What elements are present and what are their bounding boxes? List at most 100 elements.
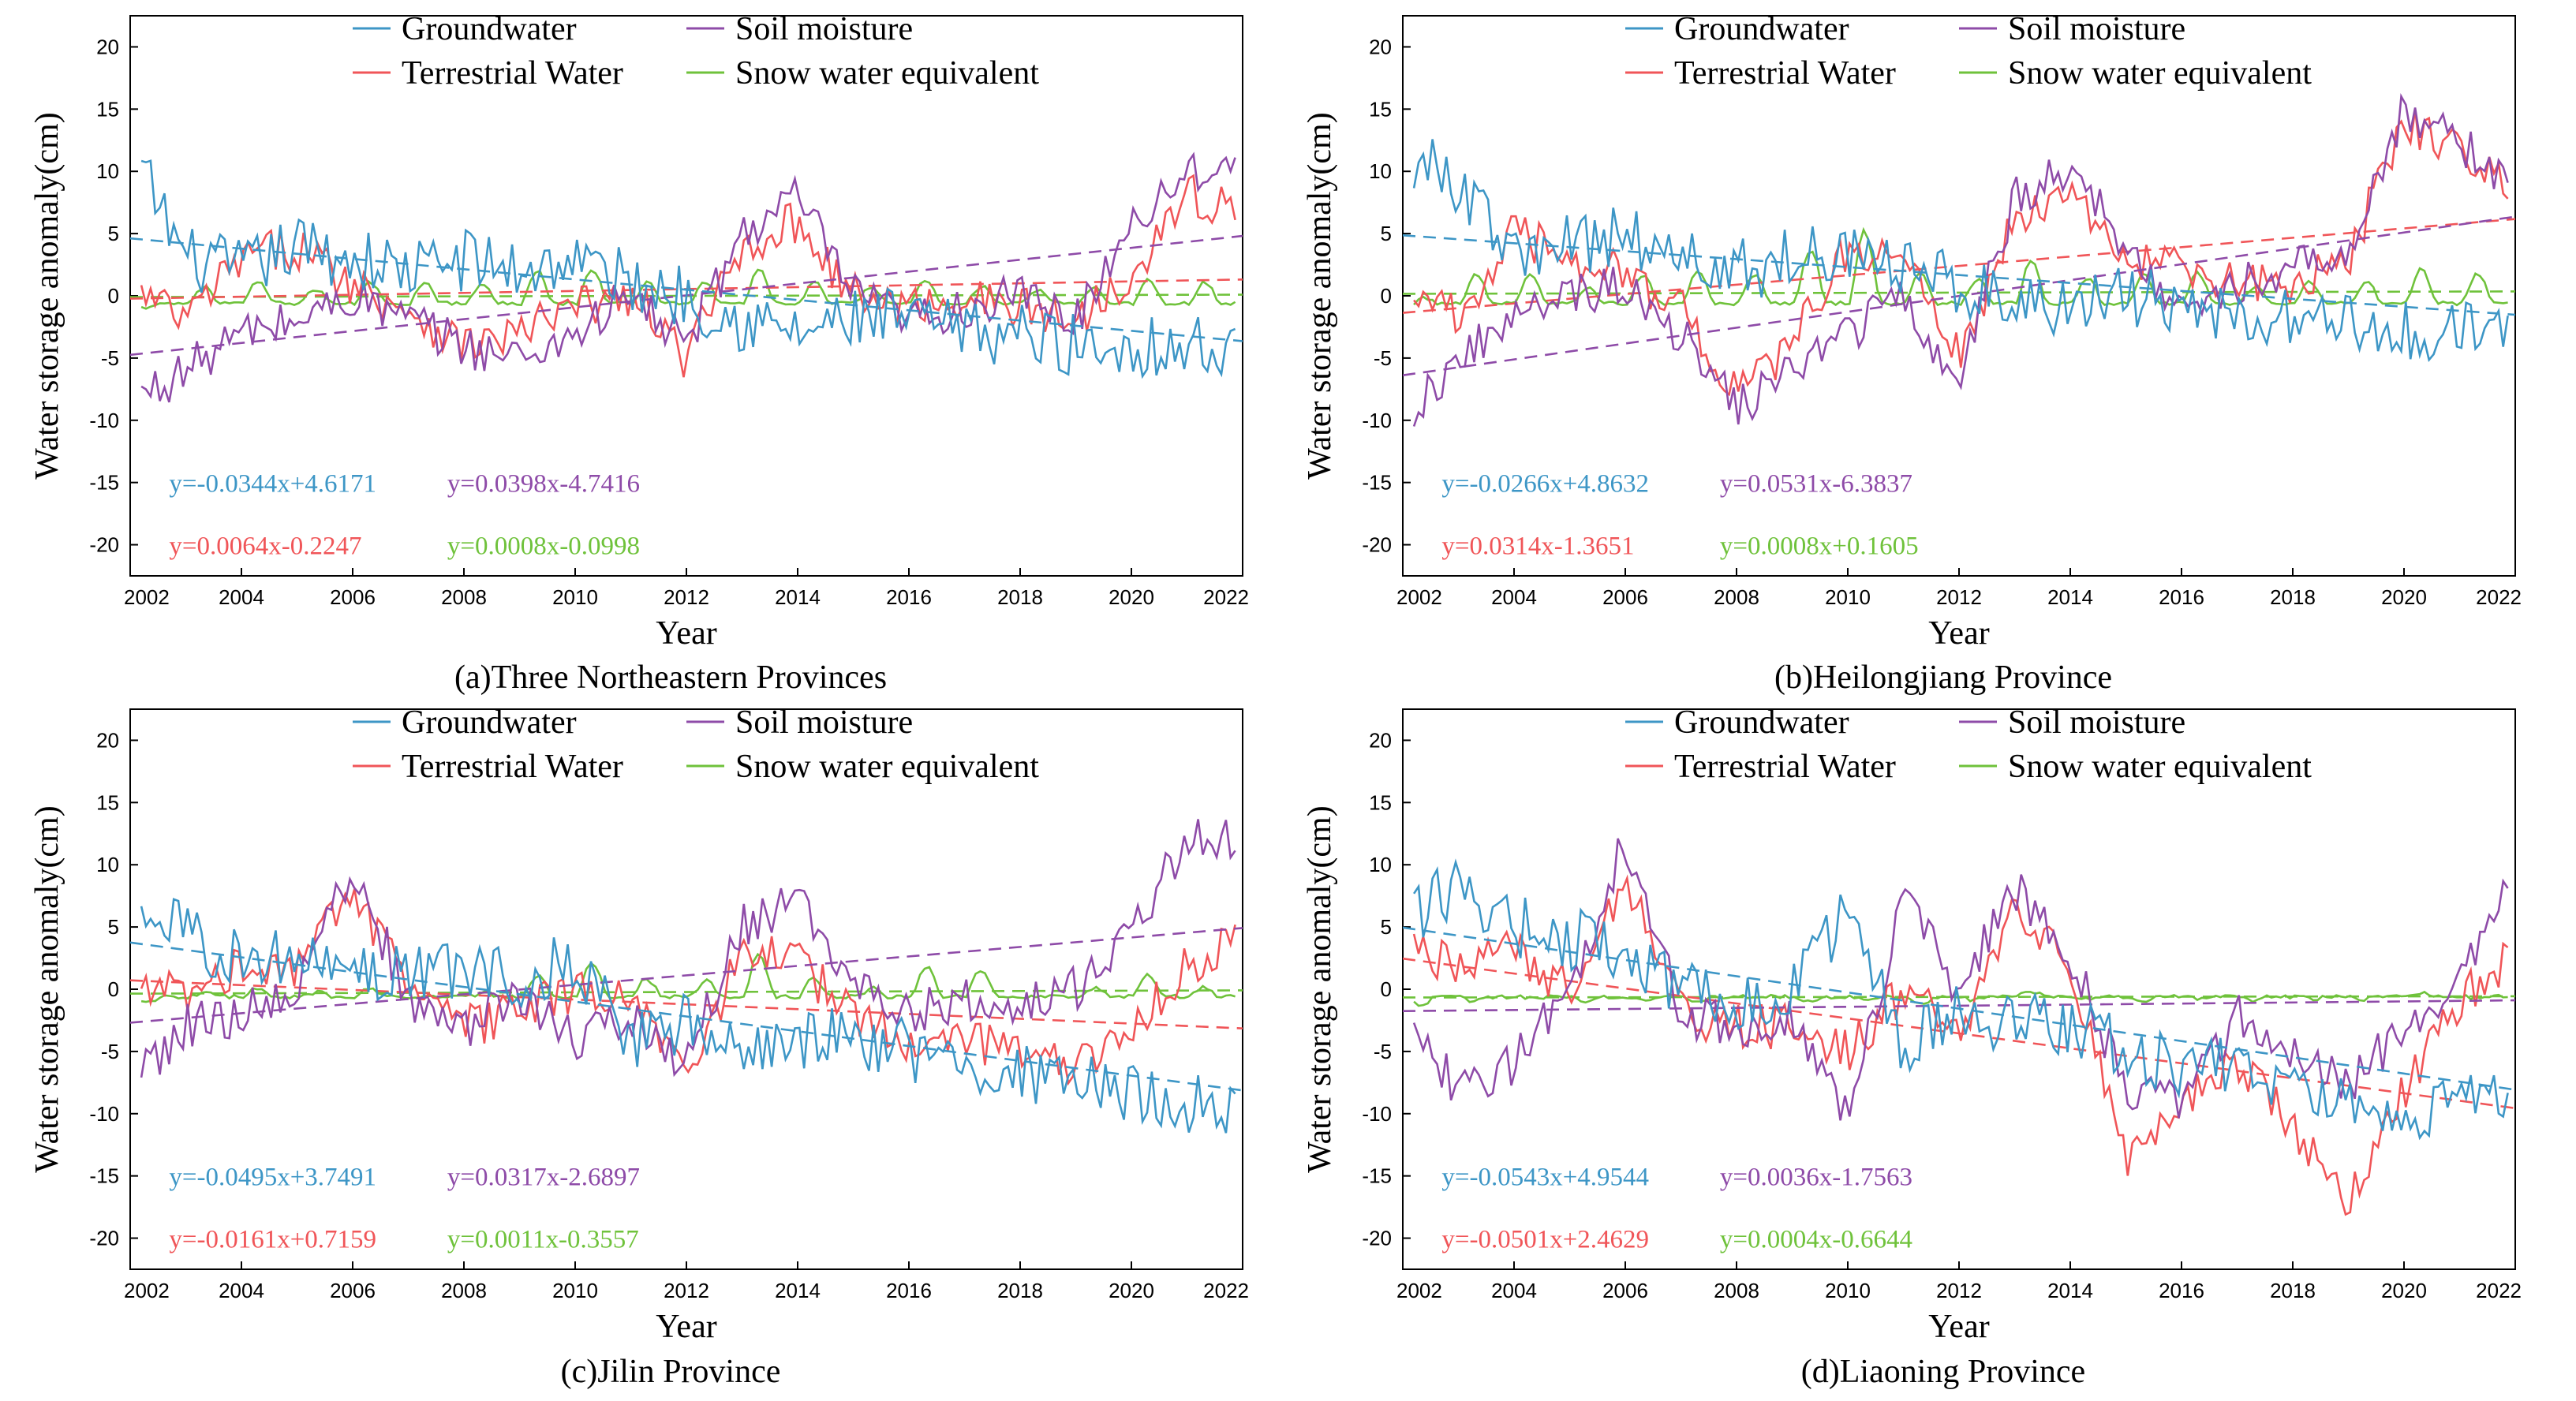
y-tick-label: -20 (1362, 533, 1392, 557)
x-axis-title: Year (1928, 615, 1989, 652)
y-tick-label: -15 (1362, 471, 1392, 495)
y-tick-label: -5 (101, 1040, 119, 1063)
chart-panel-0: 20 15 10 5 0 -5 -10 -15 -20 2002 2004 2006 2008 2010 2… (29, 11, 1249, 696)
legend-label: Groundwater (1674, 704, 1849, 741)
regression-equation: y=0.0317x-2.6897 (447, 1164, 640, 1192)
legend-label: Soil moisture (2008, 704, 2185, 741)
x-tick-label: 2002 (124, 585, 170, 609)
series-line-soil-moisture (140, 151, 1236, 403)
chart-panel-3: 20 15 10 5 0 -5 -10 -15 -20 2002 2004 2006 2008 2010 2… (1302, 704, 2522, 1390)
x-tick-label: 2016 (886, 585, 932, 609)
legend-label: Soil moisture (735, 704, 913, 741)
y-tick-label: 0 (108, 977, 119, 1001)
series-line-soil-moisture (1412, 92, 2509, 427)
y-tick-label: -20 (1362, 1227, 1392, 1250)
series-line-groundwater (1413, 858, 2509, 1141)
y-tick-label: 0 (108, 284, 119, 308)
trend-line-groundwater (1403, 926, 2515, 1091)
x-tick-label: 2010 (1825, 585, 1871, 609)
x-tick-label: 2002 (1396, 1279, 1442, 1302)
regression-equation: y=-0.0495x+3.7491 (169, 1164, 376, 1192)
x-tick-label: 2006 (1602, 585, 1648, 609)
panel-caption: (c)Jilin Province (561, 1354, 781, 1390)
legend-label: Terrestrial Water (402, 55, 623, 92)
x-tick-label: 2006 (1602, 1279, 1648, 1302)
y-tick-label: -20 (89, 533, 119, 557)
legend-label: Snow water equivalent (735, 749, 1039, 785)
y-tick-label: 20 (96, 728, 119, 752)
x-tick-label: 2014 (775, 585, 821, 609)
x-tick-label: 2022 (2476, 585, 2522, 609)
x-tick-label: 2004 (1491, 585, 1537, 609)
trend-line-terrestrial-water (130, 979, 1243, 1029)
y-tick-label: 10 (96, 853, 119, 876)
x-tick-label: 2022 (1203, 1279, 1249, 1302)
regression-equation: y=-0.0161x+0.7159 (169, 1226, 376, 1254)
trend-line-soil-moisture (1403, 215, 2515, 377)
y-tick-label: 15 (1369, 790, 1392, 814)
y-tick-label: 5 (1381, 915, 1392, 939)
x-tick-label: 2018 (997, 585, 1043, 609)
legend-label: Soil moisture (735, 11, 913, 47)
x-tick-label: 2008 (441, 1279, 487, 1302)
series-line-groundwater (1412, 139, 2509, 363)
legend-label: Snow water equivalent (735, 55, 1039, 92)
x-tick-label: 2018 (2270, 1279, 2316, 1302)
y-tick-label: 15 (96, 97, 119, 121)
trend-line-soil-moisture (130, 927, 1243, 1024)
x-tick-label: 2006 (330, 1279, 376, 1302)
y-axis-title: Water storage anomaly(cm) (29, 805, 65, 1172)
x-tick-label: 2010 (552, 1279, 598, 1302)
regression-equation: y=0.0064x-0.2247 (169, 532, 361, 561)
y-tick-label: 5 (1381, 222, 1392, 245)
series-line-groundwater (140, 159, 1236, 379)
plot-area (1403, 838, 2515, 1216)
y-tick-label: 0 (1381, 977, 1392, 1001)
x-tick-label: 2012 (1936, 585, 1982, 609)
y-tick-label: -15 (1362, 1164, 1392, 1188)
y-tick-label: -5 (1374, 1040, 1392, 1063)
x-axis-title: Year (1928, 1309, 1989, 1345)
y-tick-label: -15 (89, 471, 119, 495)
y-tick-label: 20 (1369, 728, 1392, 752)
y-tick-label: 5 (108, 915, 119, 939)
trend-line-groundwater (1403, 234, 2515, 316)
plot-area (130, 151, 1243, 403)
legend-label: Groundwater (402, 704, 577, 741)
trend-line-snow-water-equivalent (130, 989, 1243, 995)
trend-line-snow-water-equivalent (1403, 290, 2515, 295)
legend-label: Terrestrial Water (402, 749, 623, 785)
series-line-snow-water-equivalent (1413, 990, 2508, 1007)
regression-equation: y=0.0011x-0.3557 (447, 1226, 639, 1254)
y-tick-label: -10 (1362, 1102, 1392, 1126)
y-axis-title: Water storage anomaly(cm) (1302, 112, 1338, 479)
series-line-terrestrial-water (140, 888, 1236, 1086)
y-tick-label: 20 (1369, 35, 1392, 58)
x-tick-label: 2010 (1825, 1279, 1871, 1302)
y-tick-label: -5 (101, 346, 119, 370)
x-axis-title: Year (656, 1309, 716, 1345)
y-tick-label: 20 (96, 35, 119, 58)
legend-label: Terrestrial Water (1674, 749, 1896, 785)
y-tick-label: 5 (108, 222, 119, 245)
regression-equation: y=0.0314x-1.3651 (1441, 532, 1634, 561)
y-tick-label: -10 (89, 1102, 119, 1126)
legend-label: Snow water equivalent (2008, 749, 2312, 785)
x-tick-label: 2022 (1203, 585, 1249, 609)
y-tick-label: 15 (1369, 97, 1392, 121)
regression-equation: y=0.0008x+0.1605 (1720, 532, 1919, 561)
y-tick-label: -15 (89, 1164, 119, 1188)
x-tick-label: 2012 (664, 1279, 709, 1302)
y-tick-label: -10 (89, 409, 119, 432)
series-line-soil-moisture (1412, 838, 2509, 1121)
regression-equation: y=0.0398x-4.7416 (447, 470, 640, 499)
x-tick-label: 2002 (124, 1279, 170, 1302)
x-tick-label: 2014 (2047, 585, 2093, 609)
y-tick-label: 10 (1369, 853, 1392, 876)
y-tick-label: 0 (1381, 284, 1392, 308)
trend-line-groundwater (130, 941, 1243, 1092)
y-axis-title: Water storage anomaly(cm) (29, 112, 65, 479)
regression-equation: y=0.0036x-1.7563 (1720, 1164, 1912, 1192)
legend-label: Terrestrial Water (1674, 55, 1896, 92)
panel-caption: (d)Liaoning Province (1801, 1354, 2085, 1390)
